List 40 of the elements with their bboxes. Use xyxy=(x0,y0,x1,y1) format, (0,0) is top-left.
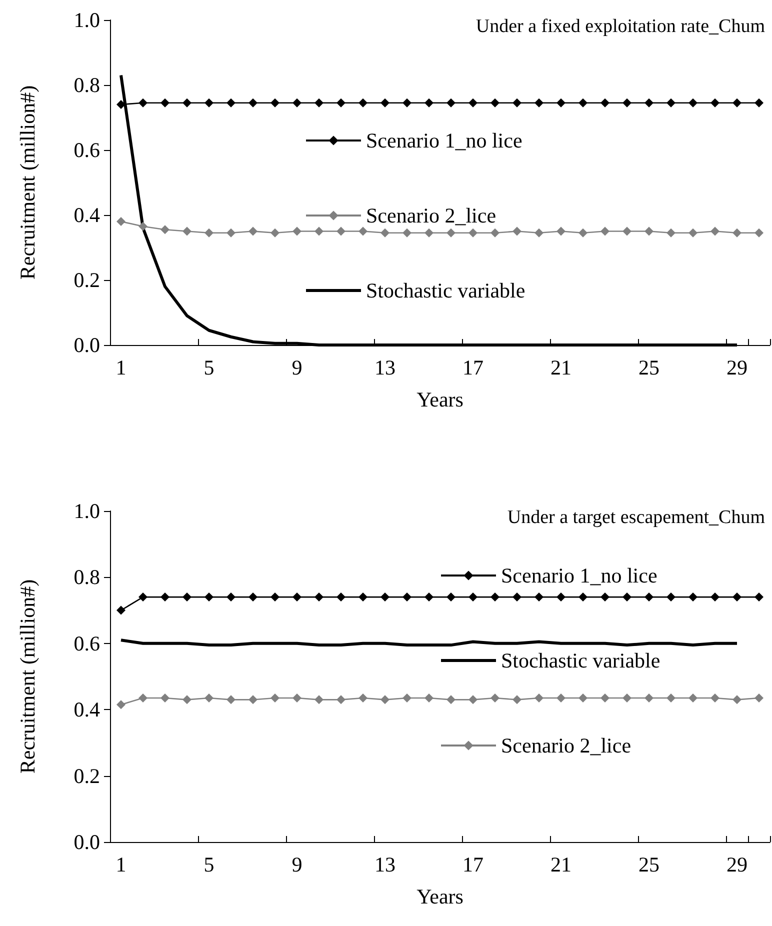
y-tick-label: 1.0 xyxy=(74,8,100,32)
x-tick-label: 17 xyxy=(462,852,484,876)
y-axis-title: Recruitment (million#) xyxy=(16,579,40,774)
x-tick-label: 25 xyxy=(638,852,660,876)
x-tick-label: 5 xyxy=(204,356,214,380)
x-axis-title: Years xyxy=(416,388,464,412)
x-tick-label: 9 xyxy=(292,852,302,876)
x-tick-label: 13 xyxy=(374,852,396,876)
legend-label: Stochastic variable xyxy=(366,278,526,302)
y-tick-label: 0.2 xyxy=(74,764,100,788)
y-tick-label: 0.4 xyxy=(74,203,100,227)
y-tick-label: 1.0 xyxy=(74,499,100,523)
x-tick-label: 13 xyxy=(374,356,396,380)
chart-title: Under a fixed exploitation rate_Chum xyxy=(476,16,766,37)
y-tick-label: 0.0 xyxy=(74,333,100,357)
y-tick-label: 0.2 xyxy=(74,268,100,292)
y-tick-label: 0.0 xyxy=(74,830,100,854)
legend-label: Scenario 1_no lice xyxy=(501,564,658,588)
y-tick-label: 0.8 xyxy=(74,73,100,97)
x-tick-label: 1 xyxy=(116,356,126,380)
y-axis-title: Recruitment (million#) xyxy=(16,85,40,280)
legend-label: Scenario 2_lice xyxy=(501,734,632,758)
legend-label: Stochastic variable xyxy=(501,648,660,672)
y-tick-label: 0.4 xyxy=(74,698,100,722)
x-tick-label: 1 xyxy=(116,852,126,876)
x-tick-label: 9 xyxy=(292,356,302,380)
x-tick-label: 21 xyxy=(550,356,572,380)
y-tick-label: 0.8 xyxy=(74,565,100,590)
x-tick-label: 5 xyxy=(204,852,214,876)
chart-title: Under a target escapement_Chum xyxy=(507,507,766,528)
x-tick-label: 29 xyxy=(726,852,748,876)
x-axis-title: Years xyxy=(416,884,464,908)
x-tick-label: 21 xyxy=(550,852,572,876)
y-tick-label: 0.6 xyxy=(74,138,100,162)
y-tick-label: 0.6 xyxy=(74,631,100,656)
x-tick-label: 17 xyxy=(462,356,484,380)
x-tick-label: 29 xyxy=(726,356,748,380)
x-tick-label: 25 xyxy=(638,356,660,380)
legend-label: Scenario 2_lice xyxy=(366,204,496,228)
legend-label: Scenario 1_no lice xyxy=(366,128,522,152)
